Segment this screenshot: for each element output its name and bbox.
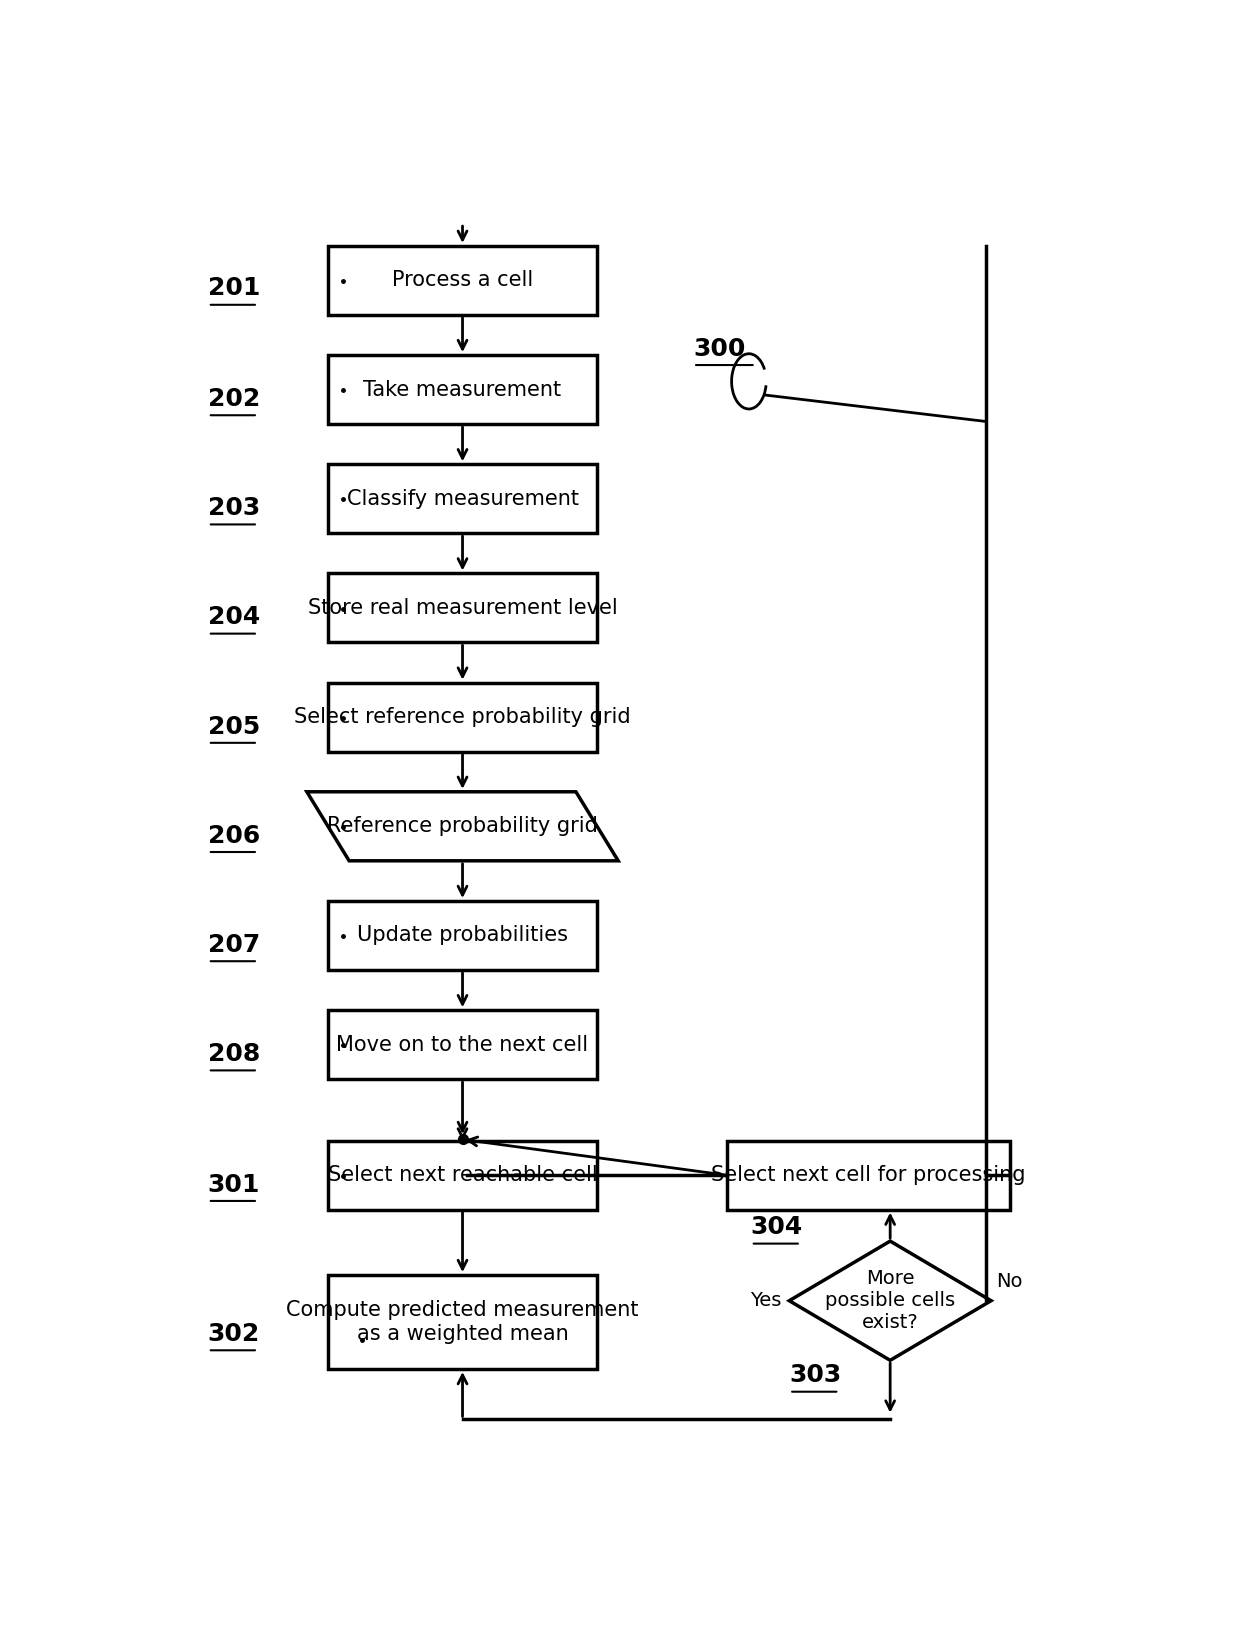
FancyBboxPatch shape <box>327 683 596 751</box>
Text: Move on to the next cell: Move on to the next cell <box>336 1035 589 1055</box>
FancyBboxPatch shape <box>327 246 596 315</box>
Text: No: No <box>996 1273 1022 1291</box>
Text: 207: 207 <box>208 932 260 957</box>
FancyBboxPatch shape <box>727 1141 1011 1209</box>
Text: Select next reachable cell: Select next reachable cell <box>327 1165 598 1185</box>
Text: Store real measurement level: Store real measurement level <box>308 598 618 618</box>
Text: 208: 208 <box>208 1042 260 1066</box>
FancyBboxPatch shape <box>327 901 596 970</box>
FancyBboxPatch shape <box>327 355 596 424</box>
Text: Update probabilities: Update probabilities <box>357 926 568 945</box>
Text: 304: 304 <box>751 1216 804 1239</box>
Text: Reference probability grid: Reference probability grid <box>327 817 598 836</box>
Text: Take measurement: Take measurement <box>363 380 562 399</box>
Text: Process a cell: Process a cell <box>392 271 533 290</box>
Text: 203: 203 <box>208 496 260 520</box>
Text: 206: 206 <box>208 823 260 848</box>
Text: Select reference probability grid: Select reference probability grid <box>294 707 631 727</box>
Text: 202: 202 <box>208 386 260 411</box>
Text: 205: 205 <box>208 714 260 738</box>
Text: 201: 201 <box>208 277 260 300</box>
Text: Yes: Yes <box>750 1291 781 1311</box>
Polygon shape <box>306 792 619 861</box>
FancyBboxPatch shape <box>327 574 596 642</box>
Text: 300: 300 <box>693 337 745 360</box>
Text: Compute predicted measurement
as a weighted mean: Compute predicted measurement as a weigh… <box>286 1301 639 1343</box>
Text: 204: 204 <box>208 605 260 629</box>
Text: Select next cell for processing: Select next cell for processing <box>712 1165 1025 1185</box>
FancyBboxPatch shape <box>327 1141 596 1209</box>
Text: Classify measurement: Classify measurement <box>346 489 579 509</box>
Polygon shape <box>789 1240 991 1361</box>
FancyBboxPatch shape <box>327 465 596 533</box>
Text: 302: 302 <box>208 1322 260 1346</box>
FancyBboxPatch shape <box>327 1011 596 1079</box>
Text: 301: 301 <box>208 1172 260 1196</box>
FancyBboxPatch shape <box>327 1275 596 1369</box>
Text: 303: 303 <box>789 1363 842 1387</box>
Text: More
possible cells
exist?: More possible cells exist? <box>825 1270 955 1332</box>
